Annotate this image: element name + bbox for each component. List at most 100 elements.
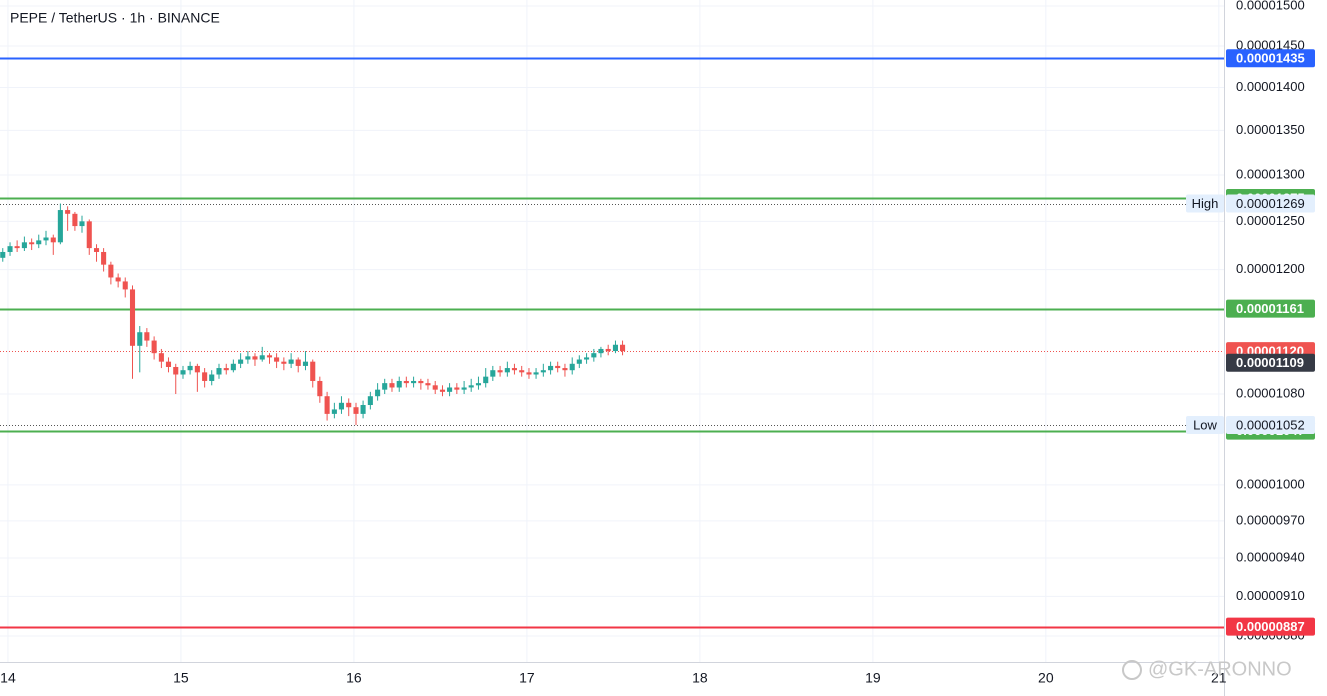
candle-body: [295, 359, 301, 366]
candle-body: [591, 353, 597, 358]
candle-body: [310, 361, 316, 381]
candle-body: [274, 357, 280, 362]
watermark-icon: [1122, 660, 1142, 680]
x-tick-label: 14: [0, 670, 16, 686]
candle-body: [497, 370, 503, 373]
price-label-box: [1226, 353, 1315, 372]
candle-body: [360, 405, 366, 414]
candle-body: [548, 365, 554, 371]
x-tick-label: 18: [692, 670, 708, 686]
candle-body: [144, 332, 150, 341]
candle-body: [620, 344, 626, 352]
candle-body: [0, 251, 6, 258]
candle-body: [266, 355, 273, 358]
candle-body: [108, 264, 114, 278]
candle-body: [447, 387, 453, 392]
candle-body: [331, 409, 337, 414]
candle-body: [375, 389, 381, 397]
candle-body: [14, 246, 20, 249]
y-tick-label: 0.00000940: [1236, 549, 1305, 564]
y-tick-label: 0.00001300: [1236, 166, 1305, 181]
candle-body: [194, 365, 200, 373]
candle-body: [216, 368, 222, 375]
candle-body: [533, 372, 539, 375]
price-label: 0.00000887: [1236, 619, 1305, 634]
candle-body: [43, 237, 49, 241]
candle-body: [432, 385, 438, 390]
candle-body: [483, 376, 489, 384]
candle-body: [29, 242, 35, 245]
candle-body: [122, 281, 128, 290]
candle-body: [526, 372, 532, 375]
high-name: High: [1192, 196, 1219, 211]
plot: [0, 57, 1224, 629]
candle-body: [555, 365, 561, 369]
candle-body: [129, 289, 136, 346]
candle-body: [238, 359, 244, 364]
candle-body: [230, 363, 236, 371]
candle-body: [50, 237, 56, 243]
grid: [0, 0, 1224, 662]
candle-body: [411, 380, 417, 384]
candle-body: [115, 277, 121, 282]
candle-body: [576, 359, 582, 364]
candle-body: [490, 370, 496, 377]
y-tick-label: 0.00001250: [1236, 213, 1305, 228]
candle-body: [180, 370, 186, 375]
candle-body: [302, 361, 309, 366]
x-tick-label: 21: [1211, 670, 1227, 686]
candle-body: [7, 246, 13, 252]
candle-body: [165, 361, 172, 367]
chart-title: PEPE / TetherUS · 1h · BINANCE: [10, 10, 220, 26]
candle-body: [324, 396, 330, 414]
price-label-box: [1226, 617, 1315, 636]
candle-body: [403, 380, 409, 384]
price-label-box: [1226, 299, 1315, 318]
candle-body: [202, 372, 208, 381]
candle-body: [598, 348, 604, 354]
low-name: Low: [1193, 417, 1217, 432]
candle-body: [57, 210, 63, 243]
x-tick-label: 20: [1038, 670, 1054, 686]
price-labels: 0.000014350.000012750.000011610.00001047…: [1186, 49, 1315, 636]
candle-body: [511, 368, 517, 371]
candle-body: [569, 363, 575, 371]
candle-body: [36, 240, 42, 245]
candle-body: [223, 368, 229, 371]
candle-body: [353, 407, 359, 414]
y-tick-label: 0.00001200: [1236, 261, 1305, 276]
x-tick-label: 15: [173, 670, 189, 686]
candle-body: [425, 383, 431, 386]
candle-body: [439, 389, 446, 392]
candle-body: [338, 402, 345, 410]
candle-body: [454, 387, 460, 390]
candle-body: [584, 357, 590, 360]
candle-body: [475, 383, 482, 386]
candle-body: [612, 344, 619, 352]
candle-body: [187, 365, 193, 371]
price-label: 0.00001269: [1236, 196, 1305, 211]
candle-body: [346, 402, 352, 408]
candle-body: [281, 361, 287, 364]
candle-body: [605, 348, 611, 352]
candle-body: [252, 356, 258, 360]
price-label-box: [1226, 194, 1315, 213]
candle-body: [519, 370, 525, 373]
y-tick-label: 0.00000910: [1236, 588, 1305, 603]
candle-body: [86, 221, 92, 249]
price-label: 0.00001109: [1236, 355, 1304, 370]
high-name-box: [1186, 194, 1224, 213]
low-name-box: [1186, 416, 1224, 435]
candle-body: [367, 396, 373, 406]
y-tick-label: 0.00000970: [1236, 512, 1305, 527]
y-tick-label: 0.00001500: [1236, 0, 1305, 12]
y-tick-label: 0.00001080: [1236, 385, 1305, 400]
price-label: 0.00001161: [1236, 301, 1304, 316]
candle-body: [540, 370, 546, 373]
candle-body: [288, 359, 294, 364]
candle-body: [245, 356, 251, 360]
y-tick-label: 0.00001450: [1236, 37, 1305, 52]
candle-body: [461, 387, 467, 390]
candle-body: [137, 332, 143, 346]
